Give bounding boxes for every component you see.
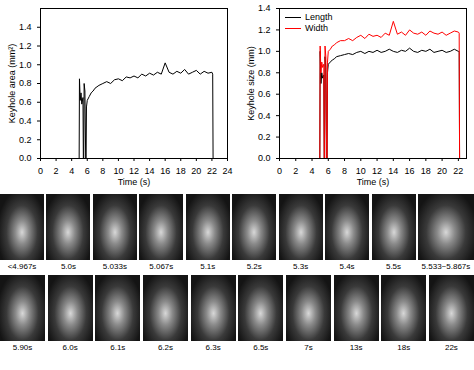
svg-text:Time (s): Time (s): [357, 177, 390, 187]
svg-text:20: 20: [191, 166, 201, 176]
svg-text:0.2: 0.2: [258, 132, 271, 142]
html-text:<4.967s: <4.967s: [7, 262, 37, 271]
svg-text:0.6: 0.6: [19, 97, 32, 107]
svg-text:Keyhole size (mm): Keyhole size (mm): [246, 46, 256, 121]
svg-text:0.8: 0.8: [258, 68, 271, 78]
svg-text:1.0: 1.0: [19, 60, 32, 70]
html-text:5.90s: 5.90s: [12, 343, 33, 352]
html-text:5.0s: 5.0s: [60, 262, 76, 271]
svg-text:16: 16: [160, 166, 170, 176]
svg-text:2: 2: [293, 166, 298, 176]
svg-text:0.0: 0.0: [19, 153, 32, 163]
svg-text:4: 4: [69, 166, 74, 176]
html-text:6.2s: 6.2s: [157, 343, 173, 352]
svg-text:0.8: 0.8: [19, 78, 32, 88]
html-text:5.067s: 5.067s: [149, 262, 174, 271]
html-text:18s: 18s: [397, 343, 411, 352]
svg-text:0.4: 0.4: [258, 111, 271, 121]
html-text:6.5s: 6.5s: [253, 343, 269, 352]
html-text:6.3s: 6.3s: [205, 343, 221, 352]
html-text:5.2s: 5.2s: [246, 262, 262, 271]
html-text:22s: 22s: [445, 343, 458, 352]
svg-text:24: 24: [222, 166, 232, 176]
svg-text:4: 4: [310, 166, 315, 176]
html-text:6.0s: 6.0s: [62, 343, 78, 352]
svg-text:20: 20: [437, 166, 447, 176]
svg-text:2: 2: [54, 166, 59, 176]
svg-text:10: 10: [356, 166, 366, 176]
html-text:5.533~5.867s: 5.533~5.867s: [421, 262, 471, 271]
svg-text:0: 0: [38, 166, 43, 176]
svg-text:0.6: 0.6: [258, 89, 271, 99]
svg-text:14: 14: [145, 166, 155, 176]
svg-text:6: 6: [85, 166, 90, 176]
html-text:5.3s: 5.3s: [293, 262, 309, 271]
svg-text:Keyhole area (mm²): Keyhole area (mm²): [7, 44, 17, 124]
svg-text:0.0: 0.0: [258, 153, 271, 163]
svg-text:22: 22: [207, 166, 217, 176]
svg-text:14: 14: [388, 166, 398, 176]
svg-text:1.2: 1.2: [19, 41, 32, 51]
svg-text:18: 18: [421, 166, 431, 176]
svg-text:10: 10: [113, 166, 123, 176]
html-text:5.4s: 5.4s: [339, 262, 355, 271]
html-text:5.1s: 5.1s: [200, 262, 216, 271]
svg-text:6: 6: [326, 166, 331, 176]
svg-text:1.4: 1.4: [258, 3, 271, 13]
svg-text:22: 22: [453, 166, 463, 176]
svg-text:16: 16: [405, 166, 415, 176]
svg-text:Time (s): Time (s): [118, 177, 151, 187]
svg-text:12: 12: [372, 166, 382, 176]
svg-text:8: 8: [100, 166, 105, 176]
html-text:13s: 13s: [349, 343, 363, 352]
svg-text:8: 8: [342, 166, 347, 176]
html-text:5.5s: 5.5s: [385, 262, 402, 271]
svg-text:18: 18: [176, 166, 186, 176]
svg-text:1.2: 1.2: [258, 25, 271, 35]
html-text:6.1s: 6.1s: [110, 343, 126, 352]
html-text:Length: Length: [305, 12, 333, 22]
svg-text:0.2: 0.2: [19, 135, 32, 145]
svg-text:1.0: 1.0: [258, 46, 271, 56]
svg-text:1.4: 1.4: [19, 22, 32, 32]
html-text:7s: 7s: [304, 343, 313, 352]
svg-text:0: 0: [277, 166, 282, 176]
html-text:Width: Width: [305, 23, 328, 33]
svg-text:0.4: 0.4: [19, 116, 32, 126]
svg-text:12: 12: [129, 166, 139, 176]
html-text:5.033s: 5.033s: [102, 262, 127, 271]
